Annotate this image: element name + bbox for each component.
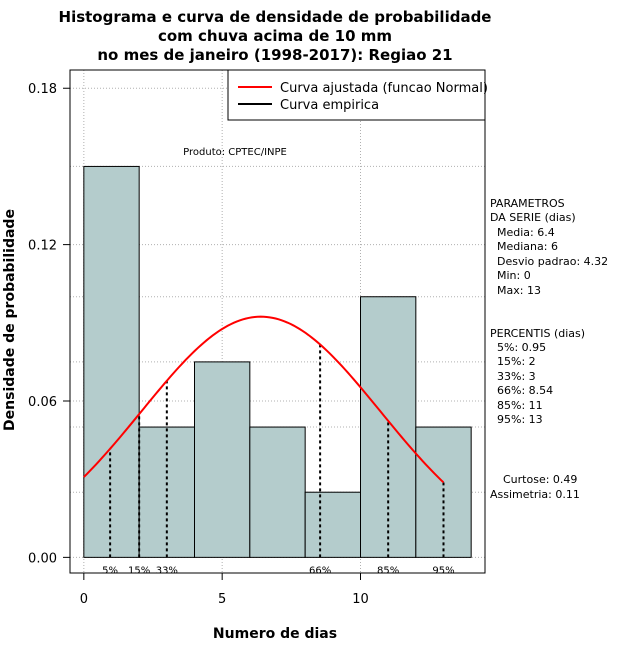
stat-curtose: Curtose: 0.49: [503, 473, 577, 486]
y-tick-label: 0.12: [28, 239, 57, 254]
legend-label-empirical: Curva empirica: [280, 98, 379, 113]
param-desvio: Desvio padrao: 4.32: [497, 255, 608, 268]
stat-assimetria: Assimetria: 0.11: [490, 488, 580, 501]
legend-label-normal: Curva ajustada (funcao Normal): [280, 81, 488, 96]
percentil-95: 95%: 13: [497, 413, 543, 426]
y-tick-label: 0.00: [28, 551, 57, 566]
side-panel: PARAMETROS DA SERIE (dias) Media: 6.4 Me…: [490, 197, 608, 501]
percentil-5: 5%: 0.95: [497, 341, 546, 354]
percentile-marker-label: 5%: [102, 565, 118, 576]
percentil-85: 85%: 11: [497, 399, 543, 412]
percentile-markers: 5% 15% 33% 66% 85% 95%: [102, 344, 455, 576]
param-max: Max: 13: [497, 284, 541, 297]
param-media: Media: 6.4: [497, 226, 555, 239]
percentile-marker-label: 95%: [432, 565, 454, 576]
params-header-2: DA SERIE (dias): [490, 211, 576, 224]
x-tick-label: 5: [218, 592, 226, 607]
percentil-15: 15%: 2: [497, 355, 536, 368]
percentile-marker-label: 85%: [377, 565, 399, 576]
chart-title-line-1: Histograma e curva de densidade de proba…: [59, 8, 492, 26]
axes: 0 5 10 0.00 0.06 0.12 0.18: [28, 82, 369, 607]
x-tick-label: 10: [352, 592, 369, 607]
histogram-bar: [249, 426, 306, 558]
y-tick-label: 0.18: [28, 82, 57, 97]
legend-box: [227, 69, 486, 121]
chart-title-line-3: no mes de janeiro (1998-2017): Regiao 21: [97, 46, 452, 64]
chart-title-line-2: com chuva acima de 10 mm: [158, 27, 392, 45]
histogram-bar: [304, 491, 361, 558]
y-tick-label: 0.06: [28, 395, 57, 410]
percentil-66: 66%: 8.54: [497, 384, 553, 397]
legend: Curva ajustada (funcao Normal) Curva emp…: [227, 69, 488, 121]
histogram-bar: [415, 426, 472, 558]
normal-curve-layer: [83, 315, 445, 484]
y-axis-title: Densidade de probabilidade: [2, 209, 18, 431]
param-mediana: Mediana: 6: [497, 240, 558, 253]
histogram-bar: [83, 165, 140, 558]
percentile-marker-label: 66%: [309, 565, 331, 576]
histogram-bars: [83, 165, 472, 558]
percentis-header: PERCENTIS (dias): [490, 327, 585, 340]
histogram-bar: [360, 296, 417, 558]
param-min: Min: 0: [497, 269, 531, 282]
x-axis-title: Numero de dias: [213, 626, 337, 642]
percentile-marker-label: 15%: [128, 565, 150, 576]
normal-curve: [83, 315, 445, 484]
x-tick-label: 0: [80, 592, 88, 607]
histogram-bar: [194, 361, 251, 558]
params-header-1: PARAMETROS: [490, 197, 565, 210]
product-annotation: Produto: CPTEC/INPE: [183, 147, 287, 158]
percentile-marker-label: 33%: [156, 565, 178, 576]
percentil-33: 33%: 3: [497, 370, 536, 383]
